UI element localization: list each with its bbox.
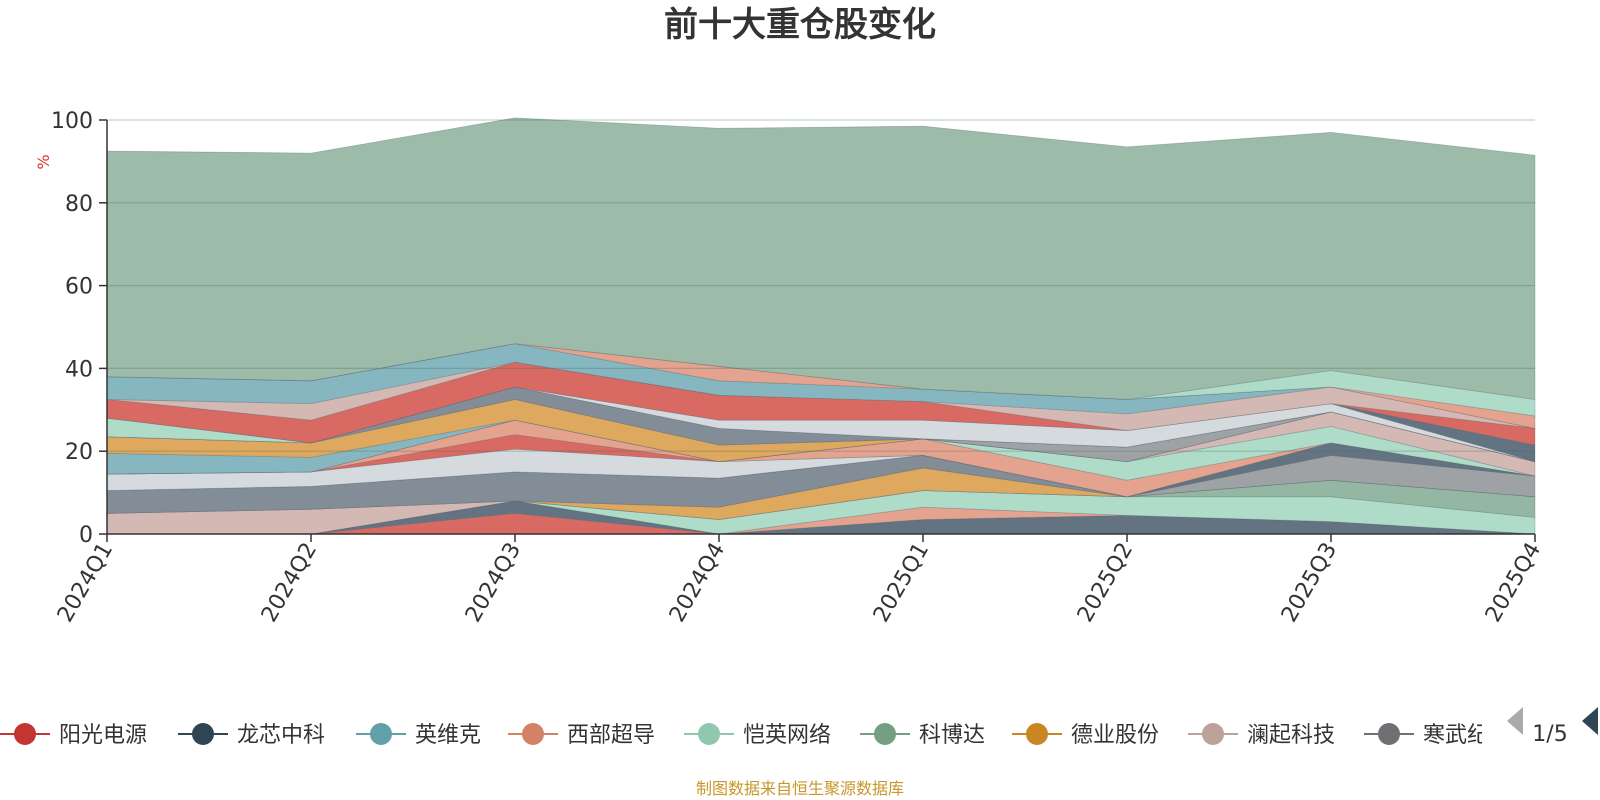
legend-marker-icon bbox=[522, 723, 544, 745]
legend-item-2[interactable]: 英维克 bbox=[356, 723, 481, 748]
area-series-4 bbox=[107, 479, 1536, 535]
x-tick-label-7: 2025Q4 bbox=[1481, 539, 1546, 627]
plot-area bbox=[106, 117, 1536, 535]
y-tick-label-60: 60 bbox=[65, 275, 93, 300]
legend-marker-icon bbox=[370, 723, 392, 745]
legend-label: 阳光电源 bbox=[59, 723, 147, 748]
legend-label: 英维克 bbox=[415, 723, 481, 748]
legend-marker-icon bbox=[14, 723, 36, 745]
legend-label: 龙芯中科 bbox=[237, 723, 325, 748]
area-series-27 bbox=[106, 117, 1536, 400]
legend-item-4[interactable]: 恺英网络 bbox=[684, 723, 831, 748]
legend-marker-icon bbox=[874, 723, 896, 745]
y-tick-label-0: 0 bbox=[79, 523, 93, 548]
data-source-note: 制图数据来自恒生聚源数据库 bbox=[696, 779, 904, 798]
legend-marker-icon bbox=[1026, 723, 1048, 745]
legend-item-6[interactable]: 德业股份 bbox=[1012, 723, 1159, 748]
y-tick-label-20: 20 bbox=[65, 440, 93, 465]
y-tick-label-40: 40 bbox=[65, 357, 93, 382]
legend-next-page-icon[interactable] bbox=[1582, 707, 1598, 735]
legend-label: 德业股份 bbox=[1071, 723, 1159, 748]
chart-title: 前十大重仓股变化 bbox=[664, 5, 936, 45]
legend-item-1[interactable]: 龙芯中科 bbox=[178, 723, 325, 748]
legend-item-3[interactable]: 西部超导 bbox=[508, 723, 655, 748]
x-axis-labels: 2024Q1 2024Q2 2024Q3 2024Q4 2025Q1 2025Q2 2025… bbox=[53, 539, 1546, 627]
x-tick-label-1: 2024Q2 bbox=[257, 539, 322, 627]
legend-item-5[interactable]: 科博达 bbox=[860, 723, 985, 748]
legend-item-0[interactable]: 阳光电源 bbox=[0, 723, 147, 748]
area-series-26 bbox=[106, 343, 1536, 417]
x-tick-label-6: 2025Q3 bbox=[1277, 539, 1342, 627]
legend-marker-icon bbox=[1202, 723, 1224, 745]
legend-item-8[interactable]: 寒武纪 bbox=[1364, 723, 1489, 748]
x-tick-label-3: 2024Q4 bbox=[665, 539, 730, 627]
axes bbox=[99, 119, 1536, 542]
y-tick-label-80: 80 bbox=[65, 192, 93, 217]
x-tick-label-0: 2024Q1 bbox=[53, 539, 118, 627]
x-tick-label-4: 2025Q1 bbox=[869, 539, 934, 627]
legend-prev-page-icon[interactable] bbox=[1507, 707, 1523, 735]
area-series-25 bbox=[106, 343, 1536, 429]
legend-label: 澜起科技 bbox=[1247, 723, 1335, 748]
x-tick-label-5: 2025Q2 bbox=[1073, 539, 1138, 627]
legend-label: 寒武纪 bbox=[1423, 723, 1489, 748]
legend-marker-icon bbox=[1378, 723, 1400, 745]
area-series-24 bbox=[106, 343, 1536, 429]
legend-label: 恺英网络 bbox=[743, 723, 831, 748]
legend-page-indicator: 1/5 bbox=[1532, 722, 1567, 747]
legend-item-7[interactable]: 澜起科技 bbox=[1188, 723, 1335, 748]
y-tick-label-100: 100 bbox=[51, 109, 93, 134]
legend-label: 科博达 bbox=[919, 723, 985, 748]
legend-marker-icon bbox=[192, 723, 214, 745]
y-axis-unit: % bbox=[34, 154, 53, 169]
legend-marker-icon bbox=[698, 723, 720, 745]
gridlines bbox=[107, 119, 1535, 452]
legend-label: 西部超导 bbox=[567, 723, 655, 748]
y-axis-labels: 0 20 40 60 80 100 bbox=[51, 109, 93, 548]
area-series-3 bbox=[107, 490, 1536, 535]
x-tick-label-2: 2024Q3 bbox=[461, 539, 526, 627]
legend: 阳光电源 龙芯中科 英维克 西部超导 恺英网络 科博达 德业股份 澜起科技 寒武纪 1/5 bbox=[0, 707, 1598, 748]
